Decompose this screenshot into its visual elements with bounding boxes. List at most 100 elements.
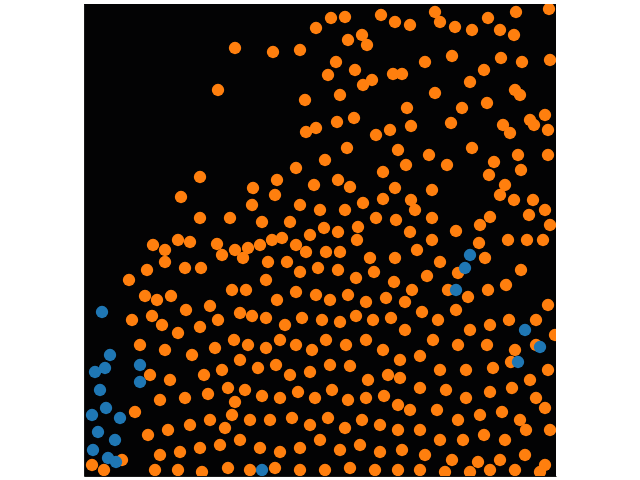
point <box>396 68 408 80</box>
point <box>472 456 484 468</box>
point <box>494 454 506 466</box>
point <box>370 212 382 224</box>
point <box>401 102 413 114</box>
point <box>194 442 206 454</box>
point <box>186 349 198 361</box>
point <box>382 369 394 381</box>
point <box>542 124 554 136</box>
point <box>154 394 166 406</box>
point <box>325 12 337 24</box>
point <box>224 212 236 224</box>
point <box>426 234 438 246</box>
point <box>146 310 158 322</box>
point <box>179 392 191 404</box>
point <box>357 197 369 209</box>
point <box>349 64 361 76</box>
point <box>332 264 344 276</box>
point <box>104 349 116 361</box>
point <box>527 194 539 206</box>
point <box>530 392 542 404</box>
x-axis <box>85 476 557 477</box>
point <box>339 204 351 216</box>
point <box>549 329 556 341</box>
point <box>216 249 228 261</box>
point <box>512 356 524 368</box>
point <box>389 252 401 264</box>
point <box>544 424 556 436</box>
point <box>322 412 334 424</box>
point <box>462 291 474 303</box>
point <box>392 399 404 411</box>
point <box>304 419 316 431</box>
point <box>452 414 464 426</box>
point <box>299 94 311 106</box>
point <box>434 256 446 268</box>
point <box>290 339 302 351</box>
point <box>246 199 258 211</box>
point <box>144 369 156 381</box>
point <box>494 189 506 201</box>
point <box>334 246 346 258</box>
point <box>441 159 453 171</box>
point <box>487 362 499 374</box>
point <box>466 142 478 154</box>
point <box>304 229 316 241</box>
point <box>319 154 331 166</box>
axis-line <box>85 476 557 477</box>
point <box>404 404 416 416</box>
point <box>390 214 402 226</box>
point <box>362 374 374 386</box>
point <box>432 314 444 326</box>
point <box>503 314 515 326</box>
point <box>239 384 251 396</box>
point <box>394 354 406 366</box>
point <box>483 169 495 181</box>
point <box>294 464 306 476</box>
plot-area <box>84 3 561 478</box>
point <box>174 446 186 458</box>
point <box>240 284 252 296</box>
point <box>310 289 322 301</box>
point <box>368 266 380 278</box>
point <box>100 402 112 414</box>
point <box>228 334 240 346</box>
point <box>92 426 104 438</box>
point <box>212 84 224 96</box>
point <box>502 234 514 246</box>
point <box>264 414 276 426</box>
point <box>452 339 464 351</box>
point <box>473 237 485 249</box>
point <box>427 334 439 346</box>
point <box>414 424 426 436</box>
point <box>98 464 110 476</box>
point <box>246 310 258 322</box>
point <box>519 449 531 461</box>
point <box>194 212 206 224</box>
point <box>281 256 293 268</box>
point <box>256 464 268 476</box>
point <box>274 446 286 458</box>
point <box>399 324 411 336</box>
point <box>389 16 401 28</box>
point <box>87 444 99 456</box>
point <box>256 216 268 228</box>
point <box>484 211 496 223</box>
point <box>484 319 496 331</box>
point <box>300 246 312 258</box>
point <box>165 290 177 302</box>
point <box>114 412 126 424</box>
point <box>356 414 368 426</box>
point <box>180 304 192 316</box>
point <box>229 396 241 408</box>
point <box>377 344 389 356</box>
point <box>226 409 238 421</box>
point <box>212 314 224 326</box>
point <box>252 362 264 374</box>
point <box>342 289 354 301</box>
point <box>516 56 528 68</box>
point <box>292 386 304 398</box>
point <box>439 466 451 476</box>
point <box>319 464 331 476</box>
point <box>466 24 478 36</box>
point <box>445 117 457 129</box>
